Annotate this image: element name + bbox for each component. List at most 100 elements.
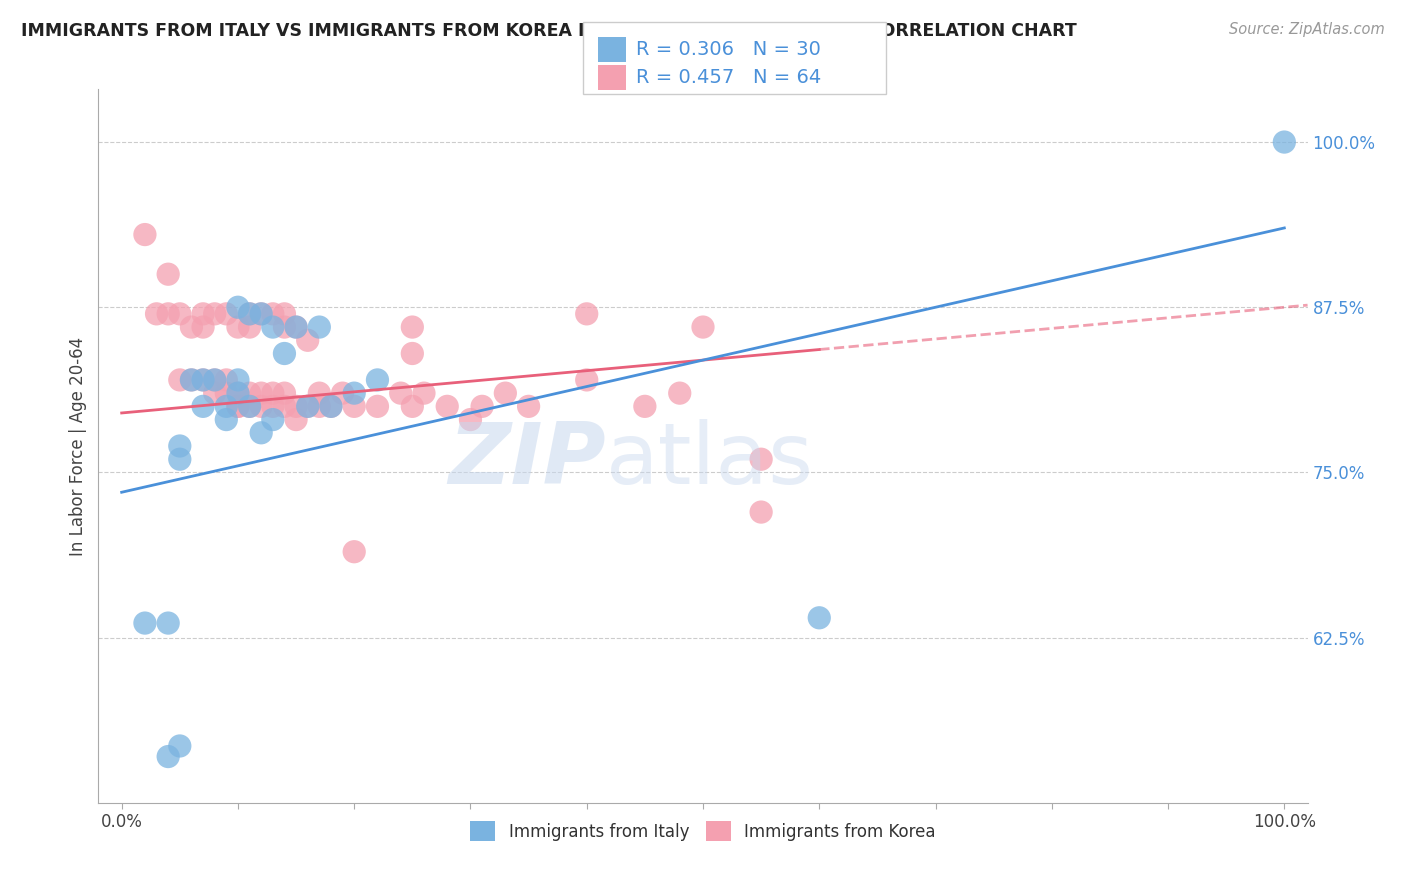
Point — [157, 616, 180, 631]
Point — [273, 320, 295, 334]
Point — [215, 373, 238, 387]
Legend: Immigrants from Italy, Immigrants from Korea: Immigrants from Italy, Immigrants from K… — [464, 814, 942, 848]
Point — [191, 373, 214, 387]
Point — [366, 400, 388, 414]
Point — [250, 400, 273, 414]
Point — [204, 307, 226, 321]
Point — [366, 373, 388, 387]
Point — [180, 320, 202, 334]
Text: R = 0.457   N = 64: R = 0.457 N = 64 — [636, 69, 821, 87]
Point — [239, 307, 262, 321]
Point — [157, 267, 180, 281]
Point — [319, 400, 342, 414]
Point — [308, 320, 330, 334]
Point — [226, 300, 249, 314]
Text: IMMIGRANTS FROM ITALY VS IMMIGRANTS FROM KOREA IN LABOR FORCE | AGE 20-64 CORREL: IMMIGRANTS FROM ITALY VS IMMIGRANTS FROM… — [21, 22, 1077, 40]
Point — [285, 320, 308, 334]
Point — [169, 307, 191, 321]
Point — [319, 400, 342, 414]
Point — [634, 400, 657, 414]
Point — [273, 346, 295, 360]
Point — [191, 373, 214, 387]
Point — [332, 386, 354, 401]
Point — [180, 373, 202, 387]
Point — [273, 400, 295, 414]
Point — [460, 412, 482, 426]
Point — [226, 386, 249, 401]
Point — [226, 400, 249, 414]
Point — [191, 400, 214, 414]
Point — [262, 412, 284, 426]
Point — [250, 307, 273, 321]
Point — [517, 400, 540, 414]
Point — [401, 346, 423, 360]
Point — [250, 425, 273, 440]
Point — [471, 400, 494, 414]
Point — [436, 400, 458, 414]
Text: Source: ZipAtlas.com: Source: ZipAtlas.com — [1229, 22, 1385, 37]
Point — [239, 400, 262, 414]
Point — [239, 307, 262, 321]
Point — [215, 386, 238, 401]
Point — [343, 545, 366, 559]
Point — [157, 307, 180, 321]
Point — [308, 386, 330, 401]
Point — [668, 386, 690, 401]
Point — [343, 400, 366, 414]
Point — [134, 227, 156, 242]
Point — [215, 307, 238, 321]
Point — [413, 386, 436, 401]
Point — [285, 320, 308, 334]
Point — [749, 452, 772, 467]
Point — [226, 320, 249, 334]
Point — [191, 307, 214, 321]
Point — [204, 386, 226, 401]
Point — [273, 307, 295, 321]
Point — [215, 412, 238, 426]
Point — [169, 373, 191, 387]
Point — [239, 400, 262, 414]
Point — [226, 373, 249, 387]
Point — [808, 611, 831, 625]
Point — [134, 616, 156, 631]
Point — [169, 452, 191, 467]
Point — [250, 386, 273, 401]
Point — [297, 400, 319, 414]
Point — [204, 373, 226, 387]
Point — [262, 386, 284, 401]
Point — [1272, 135, 1295, 149]
Point — [401, 400, 423, 414]
Point — [204, 373, 226, 387]
Point — [145, 307, 167, 321]
Point — [262, 320, 284, 334]
Point — [180, 373, 202, 387]
Point — [226, 386, 249, 401]
Point — [239, 320, 262, 334]
Point — [262, 400, 284, 414]
Text: atlas: atlas — [606, 418, 814, 502]
Point — [191, 320, 214, 334]
Point — [273, 386, 295, 401]
Point — [749, 505, 772, 519]
Point — [250, 307, 273, 321]
Point — [169, 439, 191, 453]
Point — [226, 400, 249, 414]
Point — [308, 400, 330, 414]
Point — [285, 400, 308, 414]
Point — [389, 386, 412, 401]
Point — [575, 373, 598, 387]
Point — [575, 307, 598, 321]
Point — [343, 386, 366, 401]
Point — [215, 400, 238, 414]
Point — [297, 333, 319, 347]
Point — [692, 320, 714, 334]
Point — [401, 320, 423, 334]
Point — [169, 739, 191, 753]
Point — [239, 386, 262, 401]
Point — [262, 307, 284, 321]
Text: R = 0.306   N = 30: R = 0.306 N = 30 — [636, 40, 820, 59]
Point — [157, 749, 180, 764]
Point — [297, 400, 319, 414]
Text: ZIP: ZIP — [449, 418, 606, 502]
Point — [285, 412, 308, 426]
